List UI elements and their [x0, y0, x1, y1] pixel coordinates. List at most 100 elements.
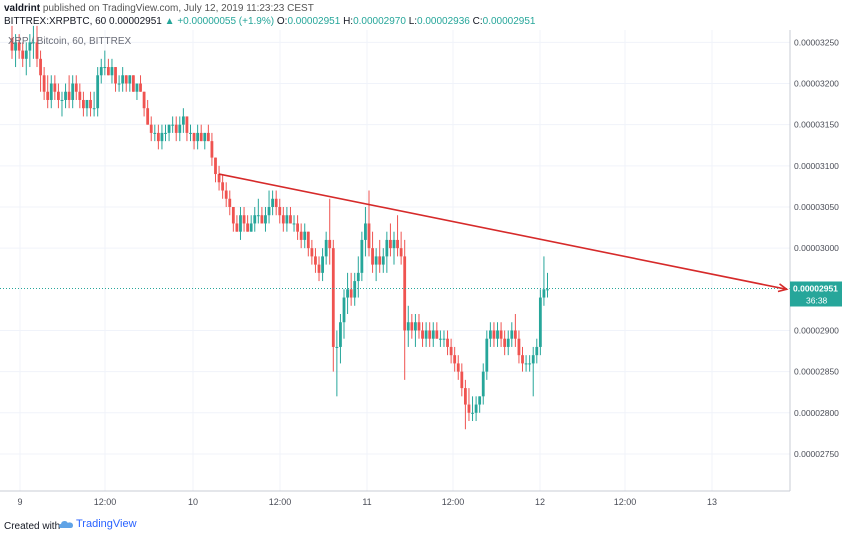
candle-body — [203, 132, 207, 142]
change-arrow-icon: ▲ — [164, 16, 175, 27]
candle-body — [178, 124, 182, 133]
candle — [164, 124, 167, 142]
candle-body — [310, 248, 314, 257]
candle-body — [485, 338, 489, 372]
candle-body — [267, 206, 271, 216]
time-tick-label: 12 — [535, 497, 545, 507]
candle — [139, 75, 142, 92]
candle — [260, 206, 264, 224]
candle-body — [74, 83, 78, 92]
trendline[interactable] — [218, 173, 787, 291]
candle-body — [196, 132, 200, 142]
candle-body — [449, 346, 453, 356]
candle-body — [460, 371, 464, 389]
candle-body — [92, 108, 96, 110]
time-tick-label: 9 — [17, 497, 22, 507]
candle-body — [253, 215, 257, 224]
candle-body — [496, 330, 499, 339]
candle — [371, 231, 374, 273]
candle — [203, 132, 207, 150]
tradingview-logo[interactable]: TradingView — [58, 518, 137, 530]
candle-body — [353, 281, 357, 298]
time-axis[interactable]: 9 12:00 10 12:00 11 12:00 12 12:00 13 — [17, 497, 717, 507]
candlestick-chart[interactable]: 0.00003250 0.00003200 0.00003150 0.00003100… — [0, 0, 850, 517]
candle — [417, 314, 421, 339]
price-tick-label: 0.00003100 — [794, 161, 839, 171]
candle-body — [260, 215, 264, 224]
candle-body — [53, 83, 57, 92]
candle — [99, 58, 103, 84]
candle — [281, 206, 285, 232]
candle — [328, 198, 332, 265]
candle — [335, 330, 339, 397]
candle — [360, 231, 364, 282]
candle-body — [331, 248, 335, 347]
candle-body — [285, 215, 289, 224]
candle — [496, 322, 499, 347]
candle-body — [428, 330, 432, 339]
candle — [10, 25, 14, 59]
candle — [399, 231, 403, 265]
candle — [221, 174, 225, 199]
candle — [296, 215, 299, 240]
candle-body — [506, 338, 510, 347]
candle-body — [167, 124, 171, 133]
candle-body — [281, 215, 285, 224]
candle-body — [264, 215, 267, 224]
candle — [488, 322, 492, 347]
trendline-group[interactable] — [0, 173, 790, 293]
candle-body — [89, 99, 92, 109]
candle — [521, 346, 524, 372]
candle — [538, 289, 542, 356]
candle-body — [517, 338, 521, 356]
countdown-label: 36:38 — [806, 295, 828, 305]
candle-body — [342, 297, 346, 323]
candle — [517, 330, 521, 364]
candle-body — [49, 83, 53, 100]
candle — [467, 388, 471, 422]
author-name[interactable]: valdrint — [4, 3, 41, 14]
candle — [392, 231, 396, 265]
candle — [367, 190, 371, 257]
candle-body — [139, 83, 142, 92]
candle-body — [71, 83, 75, 100]
candle — [271, 190, 275, 216]
candle-body — [392, 239, 396, 249]
candle-body — [231, 206, 235, 224]
time-tick-label: 12:00 — [442, 497, 465, 507]
candle-body — [249, 223, 253, 232]
candle-body — [471, 412, 474, 414]
candle — [492, 322, 496, 347]
candle — [292, 215, 296, 232]
candle-body — [239, 215, 242, 232]
candle — [196, 124, 200, 150]
current-price-label: 0.00002951 — [793, 283, 838, 293]
trendline-arrow-icon — [777, 283, 789, 293]
candle — [453, 346, 457, 372]
candle — [167, 124, 171, 142]
candle — [231, 206, 235, 232]
price-axis[interactable]: 0.00003250 0.00003200 0.00003150 0.00003100… — [790, 37, 842, 459]
symbol-label: BITTREX:XRPBTC, 60 — [4, 16, 107, 27]
candle-body — [106, 67, 110, 76]
candle — [449, 338, 453, 364]
candle — [96, 67, 100, 117]
price-tick-label: 0.00003200 — [794, 79, 839, 89]
candle — [339, 314, 342, 364]
candle-body — [160, 132, 164, 142]
candle-body — [135, 83, 139, 92]
candle-body — [521, 355, 524, 364]
candle — [92, 91, 96, 117]
candle — [406, 305, 410, 347]
candle-body — [463, 388, 467, 405]
candle — [471, 396, 474, 422]
candle-body — [442, 338, 446, 340]
price-tick-label: 0.00002750 — [794, 449, 839, 459]
candle — [82, 91, 85, 117]
candle — [60, 91, 64, 117]
candle — [431, 322, 435, 347]
candle-body — [499, 330, 503, 339]
candle — [274, 190, 278, 216]
candle-body — [221, 182, 225, 191]
candle-body — [417, 322, 421, 331]
